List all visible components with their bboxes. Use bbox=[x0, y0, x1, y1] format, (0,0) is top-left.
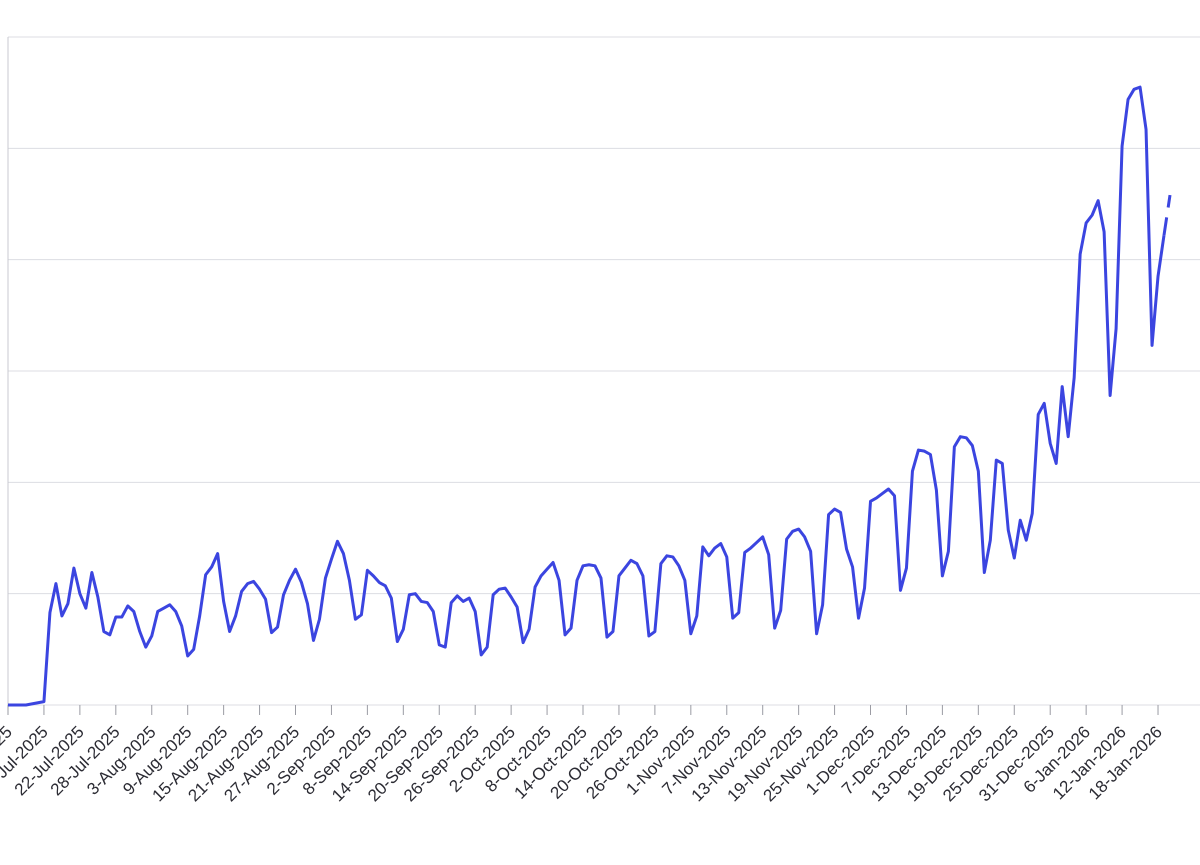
x-tick-labels: 10-Jul-202516-Jul-202522-Jul-202528-Jul-… bbox=[0, 722, 1166, 805]
series-line-projected bbox=[1162, 194, 1172, 236]
gridlines bbox=[7, 36, 1200, 713]
series-lines bbox=[8, 85, 1172, 707]
x-axis bbox=[7, 705, 1159, 715]
series-line bbox=[8, 85, 1166, 707]
